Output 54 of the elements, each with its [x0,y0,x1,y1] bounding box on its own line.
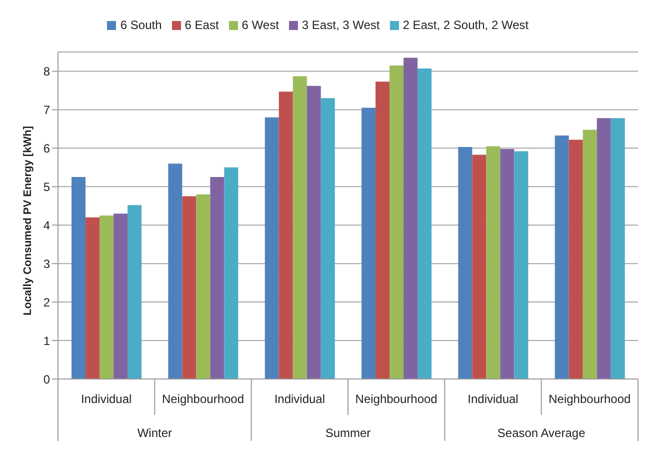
bar [128,205,142,379]
x-tick-label: Individual [80,392,132,406]
y-tick-label: 0 [43,372,50,386]
y-tick-label: 4 [43,218,50,232]
bar [554,135,569,379]
bar [114,214,128,379]
bar [264,117,279,379]
x-tick-label: Neighbourhood [162,392,244,406]
bar [458,147,472,379]
y-tick-label: 8 [43,64,50,78]
legend-label: 6 South [120,18,162,32]
bar [390,65,404,379]
bar [404,58,418,379]
text: Winter [137,426,172,440]
bar [292,76,307,379]
bar [306,86,321,379]
bar [72,177,86,379]
text: Season Average [497,426,586,440]
legend-label: 6 West [242,18,279,32]
x-tick-label: Individual [468,392,518,406]
bar [500,148,514,379]
x-tick-label: Neighbourhood [548,392,631,406]
bar [320,98,335,379]
y-tick-label: 7 [43,102,50,117]
bar [582,130,597,379]
bar [376,82,390,379]
bar [596,118,611,379]
bar [472,154,486,379]
bar [86,217,100,379]
x-tick-label: Individual [274,392,326,406]
bar [418,68,432,379]
bar [486,146,500,379]
bar [182,196,196,379]
y-tick-label: 3 [43,256,50,271]
text: Summer [325,426,371,440]
y-tick-label: 1 [43,334,50,348]
bar [278,92,293,379]
bar [362,108,376,379]
y-tick-label: 6 [43,141,50,156]
legend-label: 3 East, 3 West [302,18,380,32]
bar [196,194,210,379]
bar [514,151,528,379]
x-tick-label: Neighbourhood [355,392,438,406]
bar [210,177,224,379]
bar [168,164,182,379]
legend-label: 2 East, 2 South, 2 West [402,18,529,32]
y-tick-label: 2 [43,295,50,310]
bar [610,118,625,379]
y-tick-label: 5 [43,180,50,194]
legend-label: 6 East [184,18,219,32]
bar [100,216,114,379]
y-axis-title: Locally Consumed PV Energy [kWh] [22,126,34,316]
bar [224,167,238,379]
bar [568,140,583,379]
